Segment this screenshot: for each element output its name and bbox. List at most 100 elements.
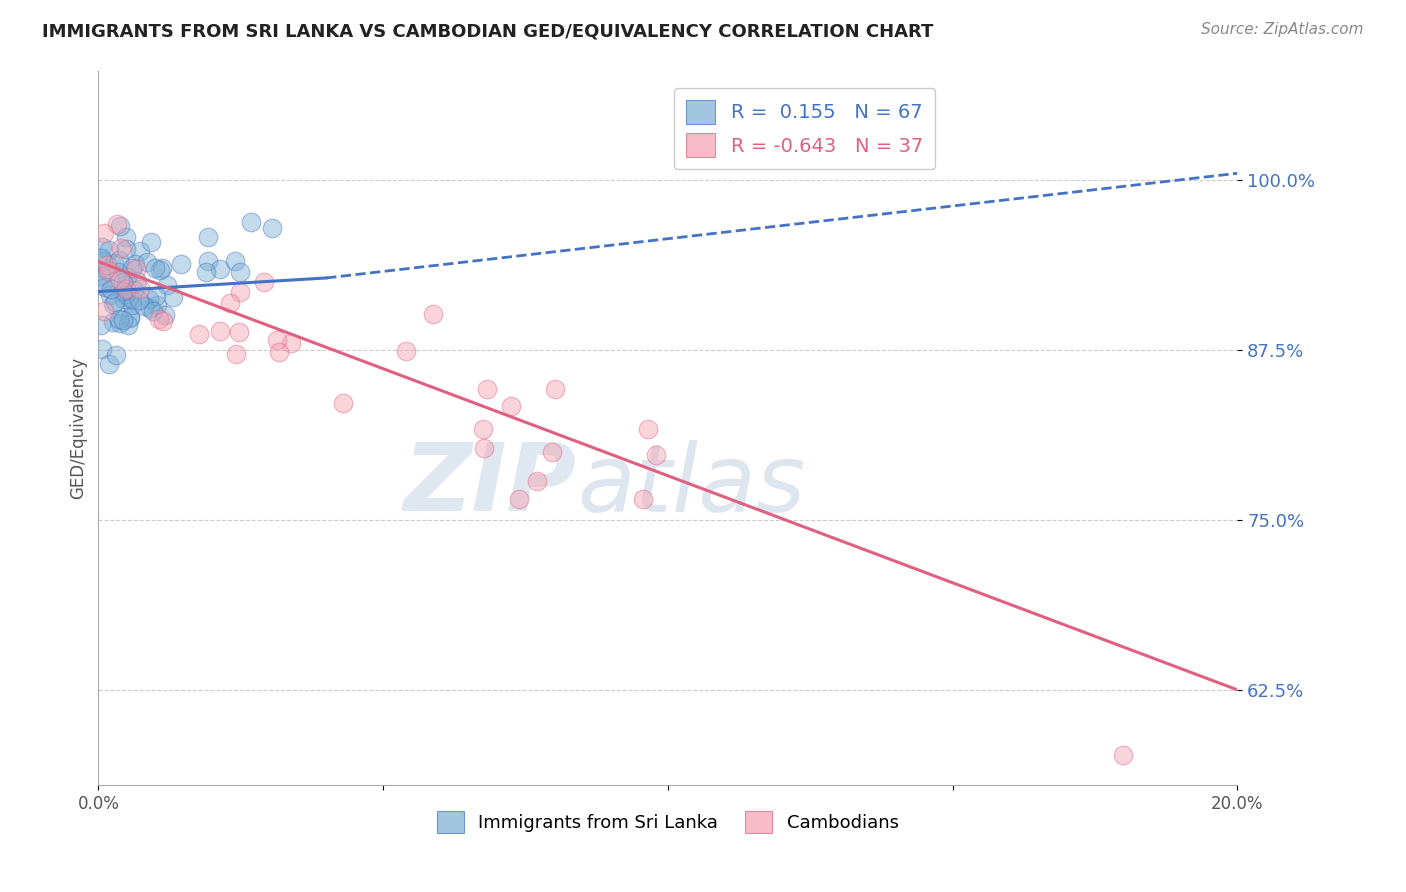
Point xyxy=(111,284,134,298)
Point xyxy=(139,301,162,315)
Point xyxy=(395,344,418,359)
Point xyxy=(115,282,138,296)
Text: atlas: atlas xyxy=(576,440,806,531)
Point xyxy=(118,291,141,305)
Point xyxy=(637,422,659,436)
Point xyxy=(1112,747,1135,762)
Point xyxy=(115,286,138,301)
Point xyxy=(98,357,121,371)
Point xyxy=(633,491,655,506)
Point xyxy=(97,244,120,258)
Point xyxy=(96,258,118,272)
Point xyxy=(471,422,494,436)
Point xyxy=(103,256,125,270)
Point xyxy=(269,345,291,359)
Point xyxy=(134,299,156,313)
Point xyxy=(100,282,122,296)
Point xyxy=(118,310,141,325)
Point xyxy=(127,274,149,288)
Point xyxy=(120,310,142,324)
Point xyxy=(104,348,127,362)
Point xyxy=(150,261,173,276)
Point xyxy=(121,292,143,306)
Point xyxy=(280,335,302,350)
Point xyxy=(90,342,112,356)
Point xyxy=(224,254,246,268)
Point xyxy=(121,298,143,312)
Point xyxy=(145,289,167,303)
Point xyxy=(143,260,166,275)
Point xyxy=(422,307,444,321)
Point xyxy=(115,270,138,285)
Point xyxy=(138,292,160,306)
Text: IMMIGRANTS FROM SRI LANKA VS CAMBODIAN GED/EQUIVALENCY CORRELATION CHART: IMMIGRANTS FROM SRI LANKA VS CAMBODIAN G… xyxy=(42,22,934,40)
Point xyxy=(90,251,112,265)
Point xyxy=(197,230,219,244)
Point xyxy=(209,262,232,277)
Point xyxy=(124,257,146,271)
Point xyxy=(225,347,247,361)
Point xyxy=(156,277,179,292)
Point xyxy=(112,275,135,289)
Point xyxy=(93,303,115,318)
Point xyxy=(129,244,152,259)
Point xyxy=(477,382,499,396)
Point xyxy=(111,312,134,326)
Point xyxy=(108,311,131,326)
Point xyxy=(501,399,523,413)
Point xyxy=(149,263,172,277)
Point xyxy=(148,311,170,326)
Point xyxy=(162,290,184,304)
Point xyxy=(110,241,132,255)
Point xyxy=(121,261,143,276)
Point xyxy=(146,298,169,312)
Point xyxy=(98,288,121,302)
Text: Source: ZipAtlas.com: Source: ZipAtlas.com xyxy=(1201,22,1364,37)
Point xyxy=(240,214,263,228)
Y-axis label: GED/Equivalency: GED/Equivalency xyxy=(69,357,87,500)
Point xyxy=(197,254,219,268)
Point xyxy=(114,230,136,244)
Point xyxy=(332,396,354,410)
Point xyxy=(152,314,174,328)
Point xyxy=(188,326,211,341)
Point xyxy=(101,296,124,310)
Point xyxy=(229,265,252,279)
Point xyxy=(228,325,250,339)
Point xyxy=(195,265,218,279)
Point xyxy=(540,445,562,459)
Point xyxy=(112,292,135,306)
Point xyxy=(97,264,120,278)
Point xyxy=(90,278,112,293)
Point xyxy=(114,288,136,302)
Point xyxy=(526,474,548,488)
Point xyxy=(105,218,128,232)
Legend: Immigrants from Sri Lanka, Cambodians: Immigrants from Sri Lanka, Cambodians xyxy=(430,804,905,840)
Point xyxy=(108,252,131,267)
Point xyxy=(229,285,252,299)
Point xyxy=(472,441,495,455)
Point xyxy=(219,295,242,310)
Point xyxy=(139,235,162,249)
Point xyxy=(108,219,131,233)
Point xyxy=(90,318,112,332)
Point xyxy=(104,294,127,309)
Point xyxy=(266,333,288,347)
Point xyxy=(117,318,139,332)
Text: ZIP: ZIP xyxy=(404,439,576,532)
Point xyxy=(90,269,112,284)
Point xyxy=(115,242,138,256)
Point xyxy=(644,448,666,462)
Point xyxy=(122,284,145,298)
Point xyxy=(91,254,114,268)
Point xyxy=(101,315,124,329)
Point xyxy=(91,240,114,254)
Point xyxy=(153,308,176,322)
Point xyxy=(96,262,118,277)
Point xyxy=(128,293,150,307)
Point xyxy=(508,492,530,507)
Point xyxy=(252,275,274,289)
Point xyxy=(93,226,115,240)
Point xyxy=(108,273,131,287)
Point xyxy=(107,265,129,279)
